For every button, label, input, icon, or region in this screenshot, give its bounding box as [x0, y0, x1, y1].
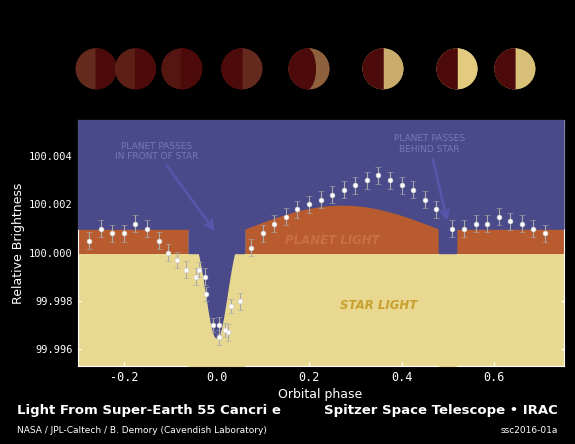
Wedge shape	[182, 48, 202, 89]
Text: PLANET PASSES
BEHIND STAR: PLANET PASSES BEHIND STAR	[394, 134, 465, 218]
Wedge shape	[136, 48, 156, 89]
Text: NASA / JPL-Caltech / B. Demory (Cavendish Laboratory): NASA / JPL-Caltech / B. Demory (Cavendis…	[17, 426, 267, 435]
Circle shape	[289, 48, 329, 89]
Y-axis label: Relative Brightness: Relative Brightness	[12, 182, 25, 304]
Circle shape	[75, 48, 117, 89]
Text: Light From Super-Earth 55 Cancri e: Light From Super-Earth 55 Cancri e	[17, 404, 281, 417]
Wedge shape	[289, 48, 309, 89]
Text: Spitzer Space Telescope • IRAC: Spitzer Space Telescope • IRAC	[324, 404, 558, 417]
Circle shape	[436, 48, 478, 89]
Wedge shape	[494, 48, 515, 89]
Text: ssc2016-01a: ssc2016-01a	[500, 426, 558, 435]
Circle shape	[115, 48, 156, 89]
Wedge shape	[436, 48, 457, 89]
X-axis label: Orbital phase: Orbital phase	[278, 388, 363, 401]
Circle shape	[494, 48, 535, 89]
Wedge shape	[96, 48, 117, 89]
Ellipse shape	[228, 48, 236, 89]
Text: PLANET LIGHT: PLANET LIGHT	[285, 234, 380, 247]
Text: STAR LIGHT: STAR LIGHT	[340, 299, 417, 313]
Circle shape	[221, 48, 262, 89]
Wedge shape	[221, 48, 242, 89]
Ellipse shape	[297, 48, 315, 89]
Text: PLANET PASSES
IN FRONT OF STAR: PLANET PASSES IN FRONT OF STAR	[114, 142, 213, 229]
Ellipse shape	[144, 48, 150, 89]
Ellipse shape	[193, 48, 197, 89]
Wedge shape	[362, 48, 383, 89]
Ellipse shape	[102, 48, 110, 89]
Circle shape	[362, 48, 404, 89]
Circle shape	[161, 48, 202, 89]
